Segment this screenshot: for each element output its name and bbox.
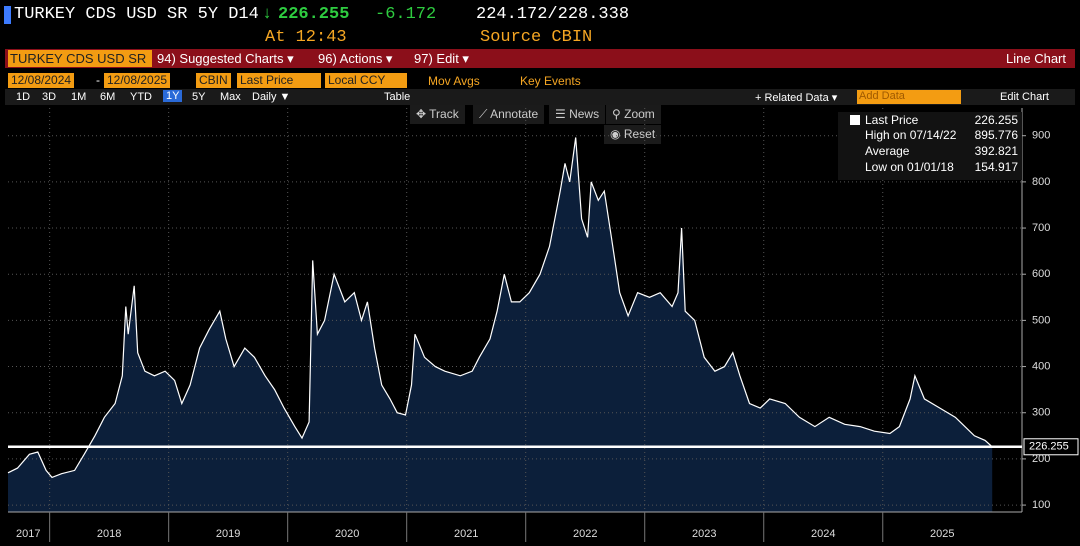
field[interactable]: Last Price: [237, 73, 321, 88]
change: -6.172: [375, 5, 437, 24]
y-tick-label: 300: [1032, 407, 1050, 419]
x-tick-label: 2019: [216, 528, 240, 540]
currency[interactable]: Local CCY: [325, 73, 407, 88]
line: [7, 137, 993, 479]
end-date[interactable]: 12/08/2025: [104, 73, 171, 88]
ticker: TURKEY CDS USD SR 5Y D14: [14, 5, 259, 24]
menu-bar: [5, 49, 1075, 68]
period[interactable]: Max: [220, 91, 241, 103]
x-tick-label: 2024: [811, 528, 835, 540]
legend-value: 895.776: [974, 128, 1018, 142]
x-tick-label: 2025: [930, 528, 954, 540]
tool-label: Annotate: [490, 107, 539, 121]
price: 226.255: [278, 5, 350, 24]
x-tick-label: 2022: [573, 528, 597, 540]
menu-item[interactable]: 94) Suggested Charts ▾: [157, 51, 294, 66]
y-tick-label: 400: [1032, 360, 1050, 372]
legend: Last Price 226.255 High on 07/14/22 895.…: [838, 112, 1022, 180]
start-date[interactable]: 12/08/2024: [8, 73, 75, 88]
tool[interactable]: ⟋ Annotate: [473, 105, 545, 124]
security[interactable]: TURKEY CDS USD SR: [8, 50, 152, 67]
y-tick-label: 100: [1032, 499, 1050, 511]
tool-label: Reset: [623, 127, 656, 141]
add-data[interactable]: Add Data: [857, 90, 961, 104]
table[interactable]: Table: [384, 91, 411, 103]
last-price-box: [1023, 438, 1079, 456]
y-tick-label: 900: [1032, 130, 1050, 142]
x-tick-label: 2018: [97, 528, 121, 540]
y-tick-label: 800: [1032, 176, 1050, 188]
y-tick-label: 700: [1032, 222, 1050, 234]
frequency[interactable]: Daily ▼: [252, 91, 291, 103]
legend-label: High on 07/14/22: [865, 128, 957, 142]
legend-title: Last Price: [865, 113, 919, 127]
mov-avgs[interactable]: Mov Avgs: [428, 74, 480, 88]
x-tick-label: 2017: [16, 528, 40, 540]
x-tick-label: 2021: [454, 528, 478, 540]
period[interactable]: 1D: [16, 91, 31, 103]
area: [8, 137, 993, 512]
x-tick-label: 2020: [335, 528, 359, 540]
period[interactable]: 1M: [71, 91, 87, 103]
legend-value: 226.255: [974, 113, 1018, 127]
last-price-label: 226.255: [1029, 441, 1069, 453]
menu-item[interactable]: 97) Edit ▾: [414, 51, 469, 66]
period-bar: [5, 89, 1075, 105]
period[interactable]: 5Y: [192, 91, 206, 103]
edit-chart[interactable]: Edit Chart: [1000, 91, 1049, 103]
menu-item[interactable]: 96) Actions ▾: [318, 51, 393, 66]
tool-label: News: [569, 107, 600, 121]
source: Source CBIN: [480, 28, 593, 47]
legend-swatch: [850, 115, 860, 125]
time: At 12:43: [265, 28, 347, 47]
period[interactable]: 3D: [42, 91, 57, 103]
x-tick-label: 2023: [692, 528, 716, 540]
source-field[interactable]: CBIN: [196, 73, 231, 88]
legend-value: 154.917: [974, 160, 1018, 174]
tool[interactable]: ✥ Track: [410, 105, 465, 124]
key-events[interactable]: Key Events: [520, 74, 581, 88]
reset[interactable]: ◉ Reset: [604, 125, 662, 144]
period[interactable]: 6M: [100, 91, 116, 103]
tool-label: Track: [429, 107, 459, 121]
y-tick-label: 200: [1032, 453, 1050, 465]
related-data[interactable]: + Related Data ▾: [755, 92, 838, 104]
marker: [4, 6, 11, 24]
dash: -: [96, 73, 100, 87]
tool[interactable]: ☰ News: [549, 105, 606, 124]
tool-label: Zoom: [624, 107, 655, 121]
legend-label: Low on 01/01/18: [865, 160, 954, 174]
y-tick-label: 500: [1032, 314, 1050, 326]
legend-value: 392.821: [974, 144, 1018, 158]
period[interactable]: 1Y: [163, 90, 183, 102]
tool[interactable]: ⚲ Zoom: [606, 105, 661, 124]
chart-kind[interactable]: Line Chart: [1006, 51, 1066, 66]
legend-label: Average: [865, 144, 910, 158]
arrow: ↓: [262, 5, 273, 24]
y-tick-label: 600: [1032, 268, 1050, 280]
bid-ask: 224.172/228.338: [476, 5, 630, 24]
period[interactable]: YTD: [130, 91, 152, 103]
